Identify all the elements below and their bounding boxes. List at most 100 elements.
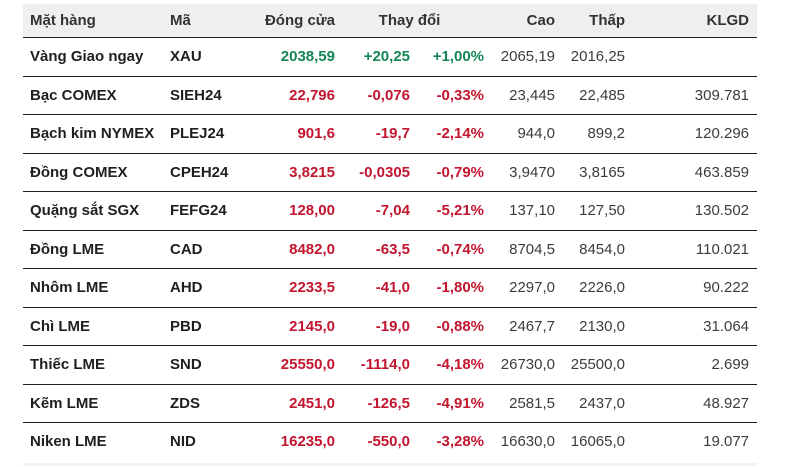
cell-code: SND xyxy=(170,345,255,384)
cell-change-percent: -4,18% xyxy=(410,345,485,384)
cell-close-price: 2451,0 xyxy=(255,383,335,423)
cell-change-percent: -0,79% xyxy=(410,152,485,192)
cell-high-price: 26730,0 xyxy=(484,345,556,384)
cell-volume: 19.077 xyxy=(625,422,758,461)
cell-high-price: 137,10 xyxy=(484,191,556,230)
table-row[interactable]: Bạc COMEX SIEH24 22,796 -0,076 -0,33% 23,445 2… xyxy=(23,75,758,115)
cell-change-percent: -0,33% xyxy=(410,75,485,115)
table-body: Vàng Giao ngay XAU 2038,59 +20,25 +1,00% 2065… xyxy=(23,37,758,461)
cell-close-price: 8482,0 xyxy=(255,229,335,269)
cell-low-price: 2016,25 xyxy=(555,37,626,76)
table-row[interactable]: Niken LME NID 16235,0 -550,0 -3,28% 16630,0 16… xyxy=(23,422,758,461)
cell-change-value: -0,076 xyxy=(335,75,410,115)
cell-code: CPEH24 xyxy=(170,152,255,192)
cell-change-value: +20,25 xyxy=(335,37,410,76)
cell-code: PBD xyxy=(170,306,255,346)
cell-volume: 48.927 xyxy=(625,383,758,423)
cell-low-price: 2130,0 xyxy=(555,306,626,346)
cell-change-value: -1114,0 xyxy=(335,345,410,384)
cell-code: XAU xyxy=(170,37,255,76)
cell-close-price: 3,8215 xyxy=(255,152,335,192)
cell-commodity-name: Bạc COMEX xyxy=(23,75,170,115)
cell-high-price: 2065,19 xyxy=(484,37,556,76)
header-volume: KLGD xyxy=(625,4,758,38)
cell-volume: 309.781 xyxy=(625,75,758,115)
cell-low-price: 2226,0 xyxy=(555,268,626,307)
cell-close-price: 16235,0 xyxy=(255,422,335,461)
cell-commodity-name: Vàng Giao ngay xyxy=(23,37,170,76)
cell-low-price: 2437,0 xyxy=(555,383,626,423)
cell-close-price: 22,796 xyxy=(255,75,335,115)
cell-change-percent: +1,00% xyxy=(410,37,485,76)
cell-commodity-name: Bạch kim NYMEX xyxy=(23,114,170,153)
cell-close-price: 2145,0 xyxy=(255,306,335,346)
cell-change-percent: -1,80% xyxy=(410,268,485,307)
cell-code: SIEH24 xyxy=(170,75,255,115)
header-close: Đóng cửa xyxy=(255,4,335,38)
table-row[interactable]: Thiếc LME SND 25550,0 -1114,0 -4,18% 26730,0 2… xyxy=(23,345,758,384)
cell-code: AHD xyxy=(170,268,255,307)
cell-volume: 463.859 xyxy=(625,152,758,192)
table-row[interactable]: Đồng COMEX CPEH24 3,8215 -0,0305 -0,79% 3,947… xyxy=(23,152,758,192)
cell-commodity-name: Quặng sắt SGX xyxy=(23,191,170,230)
cell-change-percent: -0,74% xyxy=(410,229,485,269)
cell-high-price: 2297,0 xyxy=(484,268,556,307)
table-bottom-edge xyxy=(23,463,757,466)
cell-change-percent: -3,28% xyxy=(410,422,485,461)
cell-change-value: -41,0 xyxy=(335,268,410,307)
cell-volume xyxy=(625,37,758,76)
cell-change-value: -63,5 xyxy=(335,229,410,269)
cell-change-percent: -4,91% xyxy=(410,383,485,423)
cell-low-price: 3,8165 xyxy=(555,152,626,192)
cell-high-price: 2467,7 xyxy=(484,306,556,346)
cell-volume: 130.502 xyxy=(625,191,758,230)
cell-close-price: 2233,5 xyxy=(255,268,335,307)
header-high: Cao xyxy=(484,4,556,38)
cell-code: PLEJ24 xyxy=(170,114,255,153)
cell-low-price: 25500,0 xyxy=(555,345,626,384)
cell-high-price: 16630,0 xyxy=(484,422,556,461)
table-header: Mặt hàng Mã Đóng cửa Thay đổi Cao Thấp K… xyxy=(23,4,758,38)
header-commodity: Mặt hàng xyxy=(23,4,170,38)
cell-low-price: 127,50 xyxy=(555,191,626,230)
cell-change-percent: -5,21% xyxy=(410,191,485,230)
header-low: Thấp xyxy=(555,4,626,38)
table-row[interactable]: Vàng Giao ngay XAU 2038,59 +20,25 +1,00% 2065… xyxy=(23,37,758,76)
cell-change-value: -19,0 xyxy=(335,306,410,346)
cell-low-price: 22,485 xyxy=(555,75,626,115)
table-row[interactable]: Quặng sắt SGX FEFG24 128,00 -7,04 -5,21% 137,… xyxy=(23,191,758,230)
cell-commodity-name: Đồng LME xyxy=(23,229,170,269)
table-row[interactable]: Chì LME PBD 2145,0 -19,0 -0,88% 2467,7 2130,0 3… xyxy=(23,306,758,346)
cell-low-price: 16065,0 xyxy=(555,422,626,461)
cell-volume: 31.064 xyxy=(625,306,758,346)
table-row[interactable]: Kẽm LME ZDS 2451,0 -126,5 -4,91% 2581,5 2437,0… xyxy=(23,383,758,423)
table-header-row: Mặt hàng Mã Đóng cửa Thay đổi Cao Thấp K… xyxy=(23,4,758,38)
cell-volume: 120.296 xyxy=(625,114,758,153)
cell-high-price: 23,445 xyxy=(484,75,556,115)
header-change: Thay đổi xyxy=(335,4,485,38)
cell-change-percent: -2,14% xyxy=(410,114,485,153)
cell-change-value: -0,0305 xyxy=(335,152,410,192)
cell-low-price: 899,2 xyxy=(555,114,626,153)
cell-code: CAD xyxy=(170,229,255,269)
cell-close-price: 128,00 xyxy=(255,191,335,230)
cell-change-value: -550,0 xyxy=(335,422,410,461)
commodity-quote-table: Mặt hàng Mã Đóng cửa Thay đổi Cao Thấp K… xyxy=(23,4,758,461)
cell-commodity-name: Kẽm LME xyxy=(23,383,170,423)
cell-high-price: 944,0 xyxy=(484,114,556,153)
cell-high-price: 2581,5 xyxy=(484,383,556,423)
cell-low-price: 8454,0 xyxy=(555,229,626,269)
cell-volume: 90.222 xyxy=(625,268,758,307)
cell-close-price: 25550,0 xyxy=(255,345,335,384)
cell-change-percent: -0,88% xyxy=(410,306,485,346)
table-row[interactable]: Bạch kim NYMEX PLEJ24 901,6 -19,7 -2,14% 944,… xyxy=(23,114,758,153)
cell-close-price: 2038,59 xyxy=(255,37,335,76)
cell-change-value: -126,5 xyxy=(335,383,410,423)
table-row[interactable]: Nhôm LME AHD 2233,5 -41,0 -1,80% 2297,0 2226,0… xyxy=(23,268,758,307)
cell-commodity-name: Chì LME xyxy=(23,306,170,346)
header-code: Mã xyxy=(170,4,255,38)
table-row[interactable]: Đồng LME CAD 8482,0 -63,5 -0,74% 8704,5 8454,0… xyxy=(23,229,758,269)
cell-commodity-name: Nhôm LME xyxy=(23,268,170,307)
cell-change-value: -19,7 xyxy=(335,114,410,153)
cell-change-value: -7,04 xyxy=(335,191,410,230)
